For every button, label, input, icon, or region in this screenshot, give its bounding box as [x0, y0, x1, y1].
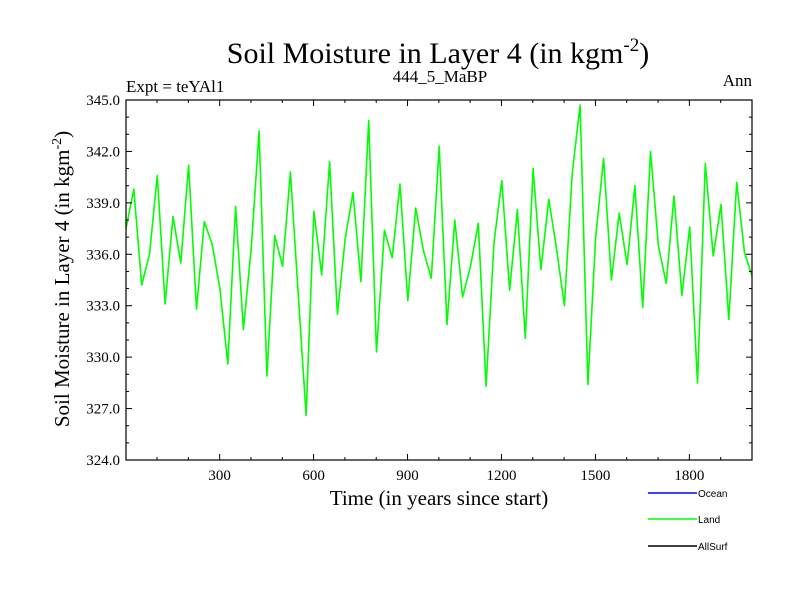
subtitle-experiment: Expt = teYAl1 — [126, 77, 224, 96]
legend-label-ocean: Ocean — [698, 489, 727, 500]
subtitle-season: Ann — [723, 71, 753, 90]
subtitle-period: 444_5_MaBP — [393, 67, 487, 86]
y-axis-label: Soil Moisture in Layer 4 (in kgm-2) — [50, 131, 74, 427]
y-tick-label: 327.0 — [86, 402, 120, 418]
x-tick-label: 300 — [208, 468, 231, 484]
x-tick-label: 900 — [396, 468, 419, 484]
legend-label-land: Land — [698, 515, 720, 526]
plot-frame — [125, 99, 753, 461]
legend-label-allsurf: AllSurf — [698, 542, 728, 553]
y-tick-label: 339.0 — [86, 196, 120, 212]
y-tick-label: 345.0 — [86, 93, 120, 109]
series-layer — [126, 104, 752, 417]
y-tick-label: 324.0 — [86, 453, 120, 469]
y-tick-label: 330.0 — [86, 350, 120, 366]
x-axis-label: Time (in years since start) — [330, 486, 549, 510]
legend: Ocean Land AllSurf — [648, 489, 728, 553]
y-tick-label: 342.0 — [86, 144, 120, 160]
y-tick-label: 333.0 — [86, 299, 120, 315]
y-tick-label: 336.0 — [86, 247, 120, 263]
x-tick-label: 1200 — [486, 468, 516, 484]
ticks-layer: 300 600 900 1200 1500 1800 324.0 327.0 330.0 333.… — [86, 93, 752, 484]
chart-title: Soil Moisture in Layer 4 (in kgm-2) — [227, 35, 649, 70]
x-tick-label: 600 — [302, 468, 325, 484]
x-tick-label: 1500 — [580, 468, 610, 484]
x-tick-label: 1800 — [674, 468, 704, 484]
series-line-land — [126, 104, 752, 417]
